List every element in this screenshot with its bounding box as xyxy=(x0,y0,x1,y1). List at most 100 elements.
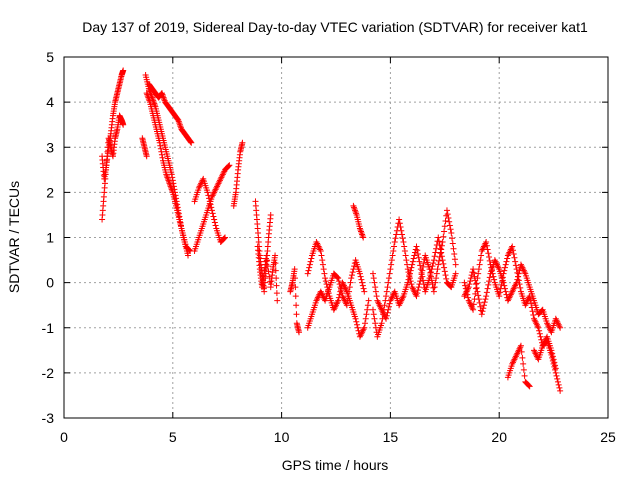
data-point xyxy=(393,231,400,238)
data-point xyxy=(348,275,355,282)
data-point xyxy=(486,257,493,264)
data-point xyxy=(477,257,484,264)
data-point xyxy=(398,227,405,234)
x-tick-label: 5 xyxy=(169,429,177,445)
data-point xyxy=(319,257,326,264)
data-point xyxy=(383,312,390,319)
data-point xyxy=(501,267,508,274)
data-point xyxy=(434,266,441,273)
data-point xyxy=(385,279,392,286)
data-point xyxy=(476,261,483,268)
data-point xyxy=(483,239,490,246)
data-point xyxy=(465,284,472,291)
data-point xyxy=(496,289,503,296)
data-point xyxy=(467,275,474,282)
x-tick-label: 20 xyxy=(491,429,507,445)
data-point xyxy=(442,272,449,279)
data-point xyxy=(416,258,423,265)
data-point xyxy=(390,248,397,255)
data-point xyxy=(484,285,491,292)
data-point xyxy=(552,365,559,372)
data-point xyxy=(273,282,280,289)
chart-title: Day 137 of 2019, Sidereal Day-to-day VTE… xyxy=(82,19,588,35)
data-point xyxy=(435,261,442,268)
data-point xyxy=(362,315,369,322)
data-point xyxy=(264,257,271,264)
data-point xyxy=(388,257,395,264)
data-point xyxy=(413,243,420,250)
data-point xyxy=(511,254,518,261)
y-tick-label: -2 xyxy=(42,365,55,381)
data-point xyxy=(432,249,439,256)
x-axis-label: GPS time / hours xyxy=(282,457,389,473)
data-point xyxy=(387,266,394,273)
y-tick-label: -1 xyxy=(42,320,55,336)
data-point xyxy=(384,309,391,316)
data-point xyxy=(509,247,516,254)
data-point xyxy=(409,258,416,265)
series-arc3b xyxy=(191,175,229,246)
data-point xyxy=(514,276,521,283)
data-point xyxy=(466,281,473,288)
data-point xyxy=(435,257,442,264)
data-point xyxy=(383,288,390,295)
data-point xyxy=(307,258,314,265)
data-point xyxy=(157,145,164,152)
data-point xyxy=(322,275,329,282)
data-point xyxy=(205,192,212,199)
data-point xyxy=(407,267,414,274)
data-point xyxy=(415,284,422,291)
data-point xyxy=(433,275,440,282)
data-point xyxy=(391,239,398,246)
series-arc5 xyxy=(287,266,303,336)
data-point xyxy=(513,279,520,286)
data-point xyxy=(420,260,427,267)
data-point xyxy=(408,264,415,271)
data-point xyxy=(410,255,417,262)
data-point xyxy=(448,229,455,236)
data-point xyxy=(391,243,398,250)
data-point xyxy=(437,245,444,252)
data-point xyxy=(420,281,427,288)
data-points xyxy=(99,67,564,394)
data-point xyxy=(209,210,216,217)
data-point xyxy=(204,189,211,196)
data-point xyxy=(226,162,233,169)
data-point xyxy=(382,297,389,304)
data-point xyxy=(158,148,165,155)
data-point xyxy=(431,253,438,260)
series-arc2b xyxy=(143,90,194,255)
data-point xyxy=(364,302,371,309)
data-point xyxy=(357,273,364,280)
data-point xyxy=(521,372,528,379)
data-point xyxy=(208,207,215,214)
data-point xyxy=(475,296,482,303)
data-point xyxy=(441,223,448,230)
data-point xyxy=(273,275,280,282)
data-point xyxy=(372,284,379,291)
series-arc2c xyxy=(145,81,195,146)
data-point xyxy=(120,67,127,74)
data-point xyxy=(442,217,449,224)
data-point xyxy=(470,306,477,313)
data-point xyxy=(446,218,453,225)
data-point xyxy=(265,268,272,275)
data-point xyxy=(371,279,378,286)
data-point xyxy=(503,258,510,265)
data-point xyxy=(291,266,298,273)
data-point xyxy=(321,270,328,277)
data-point xyxy=(365,297,372,304)
series-arc1 xyxy=(99,67,127,223)
data-point xyxy=(397,223,404,230)
data-point xyxy=(486,274,493,281)
data-point xyxy=(403,257,410,264)
data-point xyxy=(369,306,376,313)
data-point xyxy=(296,329,303,336)
data-point xyxy=(414,290,421,297)
y-axis-label: SDTVAR / TECUs xyxy=(6,181,22,293)
data-point xyxy=(361,288,368,295)
data-point xyxy=(470,269,477,276)
data-point xyxy=(557,387,564,394)
data-point xyxy=(431,284,438,291)
